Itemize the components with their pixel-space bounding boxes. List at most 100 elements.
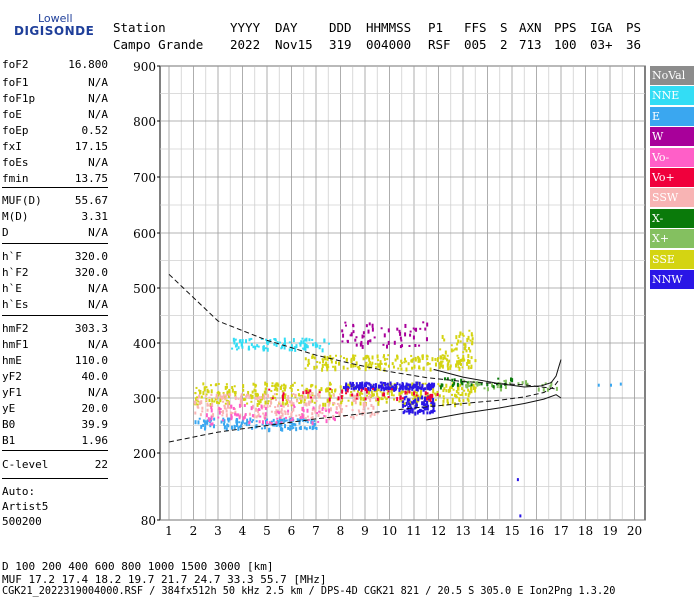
x-tick-label: 13 xyxy=(455,524,470,538)
echo-point xyxy=(358,367,361,370)
echo-point xyxy=(411,408,414,411)
x-tick-label: 7 xyxy=(312,524,320,538)
x-tick-label: 4 xyxy=(239,524,247,538)
echo-point xyxy=(365,381,368,384)
echo-point xyxy=(290,344,293,348)
echo-point xyxy=(409,330,412,333)
param-separator xyxy=(2,315,108,316)
echo-point xyxy=(467,388,470,392)
echo-point xyxy=(220,410,223,413)
echo-point xyxy=(324,415,327,419)
echo-point xyxy=(393,398,396,401)
echo-point xyxy=(304,402,307,406)
echo-point xyxy=(241,339,244,344)
echo-point xyxy=(304,417,307,420)
echo-point xyxy=(215,395,218,399)
echo-point xyxy=(310,383,313,387)
echo-point xyxy=(310,397,313,401)
echo-point xyxy=(216,400,219,404)
echo-point xyxy=(283,346,286,350)
echo-point xyxy=(197,420,200,425)
echo-point xyxy=(280,426,283,429)
echo-point xyxy=(205,386,208,389)
echo-point xyxy=(355,397,358,400)
echo-point xyxy=(277,383,280,387)
echo-point xyxy=(329,407,332,412)
echo-point xyxy=(266,418,269,421)
echo-point xyxy=(449,387,452,392)
echo-point xyxy=(470,386,473,391)
echo-point xyxy=(400,359,403,363)
echo-point xyxy=(496,386,499,389)
echo-point xyxy=(466,381,469,384)
echo-point xyxy=(349,393,352,397)
echo-point xyxy=(463,359,466,362)
echo-point xyxy=(364,382,367,387)
echo-point xyxy=(223,419,226,424)
echo-point xyxy=(392,394,395,397)
echo-point xyxy=(410,354,413,357)
echo-point xyxy=(372,387,375,390)
echo-point xyxy=(311,354,314,359)
echo-point xyxy=(262,394,265,399)
echo-point xyxy=(252,382,255,386)
echo-point xyxy=(222,395,225,400)
echo-point xyxy=(332,357,335,360)
param-value: N/A xyxy=(88,92,108,105)
echo-point xyxy=(309,400,312,404)
echo-point xyxy=(241,345,244,349)
y-tick-label: 300 xyxy=(133,392,156,406)
echo-point xyxy=(273,384,276,387)
echo-point xyxy=(334,361,337,365)
echo-point xyxy=(260,404,263,409)
param-value: N/A xyxy=(88,282,108,295)
echo-point xyxy=(454,363,457,368)
echo-point xyxy=(319,410,322,414)
echo-point xyxy=(204,422,207,426)
header-value: 2022 xyxy=(230,37,261,52)
echo-point xyxy=(201,410,204,413)
echo-point xyxy=(305,337,308,342)
echo-point xyxy=(205,399,208,402)
legend-item: W xyxy=(650,127,694,147)
echo-point xyxy=(373,336,376,339)
echo-point xyxy=(365,389,368,394)
echo-point xyxy=(470,332,473,337)
echo-point xyxy=(251,414,254,418)
echo-point xyxy=(542,387,545,392)
footer-file-info: CGK21_2022319004000.RSF / 384fx512h 50 k… xyxy=(2,586,616,597)
echo-point xyxy=(228,406,231,409)
echo-point xyxy=(338,404,341,407)
header-value: 36 xyxy=(626,37,642,52)
echo-point xyxy=(209,384,212,387)
echo-point xyxy=(443,338,446,342)
echo-point xyxy=(407,362,410,366)
echo-point xyxy=(307,393,310,396)
echo-point xyxy=(321,358,324,361)
echo-point xyxy=(278,423,281,428)
echo-point xyxy=(409,411,412,414)
echo-point xyxy=(204,425,207,430)
echo-point xyxy=(393,384,396,387)
echo-point xyxy=(377,387,380,392)
echo-point xyxy=(253,388,256,392)
param-value: 0.52 xyxy=(81,124,109,137)
echo-point xyxy=(231,386,234,390)
y-tick-label: 900 xyxy=(133,60,156,74)
echo-point xyxy=(310,396,313,399)
echo-point xyxy=(329,388,332,391)
echo-point xyxy=(304,338,307,342)
param-value: N/A xyxy=(88,298,108,311)
echo-point xyxy=(289,386,292,389)
echo-point xyxy=(318,347,321,350)
echo-point xyxy=(352,354,355,359)
echo-point xyxy=(307,400,310,405)
echo-point xyxy=(467,384,470,388)
echo-point xyxy=(234,412,237,416)
echo-point xyxy=(367,390,370,395)
echo-point xyxy=(202,423,205,427)
echo-point xyxy=(233,340,236,345)
echo-point xyxy=(263,395,266,400)
echo-point xyxy=(202,382,205,386)
echo-point xyxy=(382,381,385,384)
